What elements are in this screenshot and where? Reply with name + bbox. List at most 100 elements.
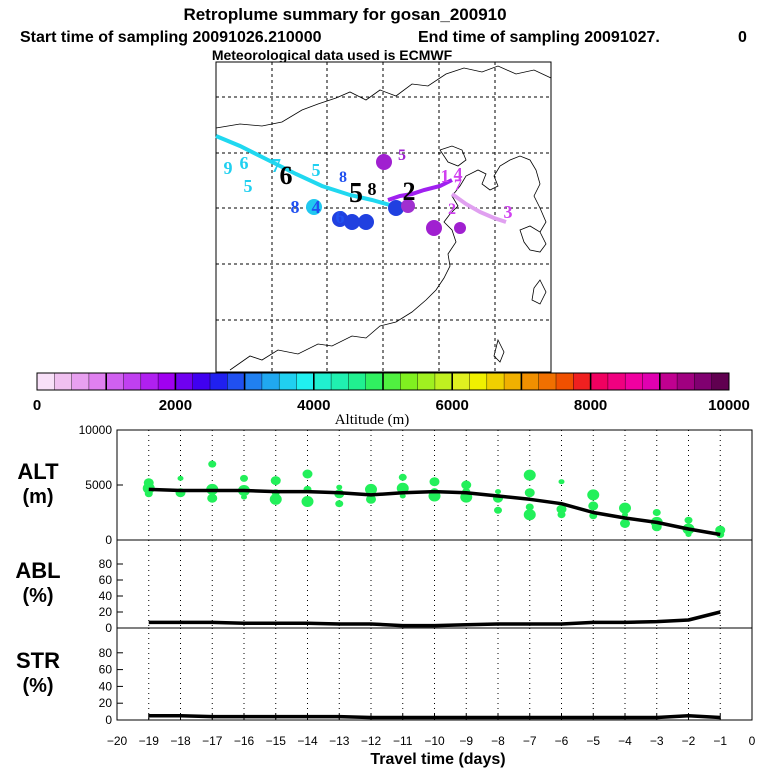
altitude-scatter-point — [336, 484, 343, 490]
map-point-label: 4 — [312, 197, 321, 217]
colorbar-swatch — [607, 373, 626, 390]
altitude-scatter-point — [302, 469, 313, 479]
y-tick-label: 40 — [99, 589, 113, 603]
altitude-scatter-point — [587, 489, 600, 501]
panel-abl: 80 60 40 20 0 ABL(%) — [15, 539, 753, 635]
colorbar-tick: 2000 — [159, 397, 192, 414]
colorbar-swatch — [452, 373, 470, 390]
altitude-scatter-point — [241, 494, 247, 500]
y-tick-label: 40 — [99, 679, 113, 693]
map-point-label: 5 — [349, 178, 363, 209]
map-point-label: 4 — [454, 164, 463, 184]
colorbar-swatch — [210, 373, 228, 390]
colorbar-swatch — [54, 373, 73, 390]
figure-title: Retroplume summary for gosan_200910 — [183, 5, 506, 24]
map-point-label: 2 — [380, 153, 389, 172]
altitude-scatter-point — [365, 483, 377, 495]
altitude-scatter-point — [685, 532, 692, 537]
map-point-label: 5 — [312, 160, 321, 180]
x-tick-label: −19 — [139, 734, 160, 748]
y-axis-label: ALT — [17, 459, 59, 484]
altitude-scatter-point — [684, 516, 693, 524]
colorbar-tick: 8000 — [574, 397, 607, 414]
x-axis-ticks: −20 −19 −18 −17 −16 −15 −14 −13 −12 −11 −10 −9 −8 −7−… — [107, 714, 756, 748]
map-point-label: 6 — [280, 161, 293, 190]
y-tick-label: 5000 — [85, 478, 112, 492]
altitude-scatter-point — [399, 493, 406, 499]
trajectory-line-purple — [387, 178, 453, 202]
map-point-label: 2 — [448, 201, 456, 218]
colorbar-swatch — [227, 373, 246, 390]
coastlines — [215, 65, 552, 371]
colorbar-swatch — [573, 373, 592, 390]
x-tick-label: −6 — [555, 734, 569, 748]
colorbar-label: Altitude (m) — [335, 412, 410, 428]
x-tick-label: −10 — [424, 734, 445, 748]
x-tick-label: −20 — [107, 734, 128, 748]
colorbar-swatch — [313, 373, 332, 390]
panel-str: 80 60 40 20 0 STR(%) — [16, 627, 753, 727]
met-data-label: Meteorological data used is ECMWF — [212, 47, 453, 63]
y-tick-label: 80 — [99, 646, 113, 660]
map-gridlines — [216, 62, 551, 372]
start-time-label: Start time of sampling 20091026.210000 — [20, 29, 322, 46]
colorbar-swatch — [192, 373, 211, 390]
altitude-scatter-point — [524, 488, 535, 498]
colorbar-swatch — [261, 373, 280, 390]
colorbar-swatch — [590, 373, 609, 390]
colorbar-swatch — [106, 373, 124, 390]
x-tick-label: −3 — [650, 734, 664, 748]
x-tick-label: −13 — [329, 734, 350, 748]
map-point-label: 6 — [240, 153, 249, 173]
colorbar-swatch — [175, 373, 194, 390]
map-point-label: 2 — [403, 177, 416, 206]
x-tick-label: −11 — [393, 734, 413, 748]
map-point-label: 5 — [244, 176, 253, 196]
colorbar-tick: 6000 — [436, 397, 469, 414]
map-point-label: 7 — [454, 177, 462, 194]
y-tick-label: 0 — [105, 533, 112, 547]
alt-series-line — [148, 487, 721, 537]
altitude-scatter-point — [461, 480, 472, 490]
colorbar-swatch — [279, 373, 297, 390]
y-axis-label: ABL — [15, 558, 60, 583]
x-axis-label: Travel time (days) — [370, 751, 505, 768]
x-tick-label: −12 — [361, 734, 382, 748]
colorbar-swatch — [556, 373, 574, 390]
colorbar-swatch — [71, 373, 90, 390]
altitude-scatter-point — [335, 500, 344, 508]
x-tick-label: −14 — [297, 734, 318, 748]
colorbar-swatch — [538, 373, 557, 390]
altitude-scatter-point — [652, 509, 661, 516]
colorbar-tick: 0 — [33, 397, 41, 414]
y-axis-unit: (%) — [22, 675, 53, 697]
panel-frame — [116, 539, 753, 629]
colorbar-swatch — [642, 373, 661, 390]
map-point-label: 9 — [224, 158, 233, 178]
altitude-scatter-point — [398, 473, 407, 481]
map-point-label: 8 — [291, 197, 300, 217]
altitude-scatter-point — [557, 511, 566, 519]
colorbar-swatch — [383, 373, 401, 390]
y-tick-label: 10000 — [79, 423, 113, 437]
altitude-scatter-point — [523, 509, 536, 521]
map-point-label: 6 — [336, 207, 345, 227]
altitude-scatter-point — [240, 474, 248, 482]
altitude-scatter-point — [622, 512, 628, 518]
altitude-scatter-point — [207, 493, 218, 503]
colorbar-swatch — [677, 373, 695, 390]
colorbar-swatch — [331, 373, 349, 390]
x-tick-label: −17 — [202, 734, 223, 748]
altitude-scatter-point — [525, 503, 534, 511]
altitude-scatter-point — [301, 496, 314, 507]
altitude-scatter-point — [588, 501, 599, 511]
colorbar-swatch — [711, 373, 730, 390]
colorbar-tick: 4000 — [297, 397, 330, 414]
y-tick-label: 20 — [99, 605, 113, 619]
y-tick-label: 0 — [105, 713, 112, 727]
colorbar-swatch — [434, 373, 453, 390]
abl-series-line — [148, 610, 721, 628]
